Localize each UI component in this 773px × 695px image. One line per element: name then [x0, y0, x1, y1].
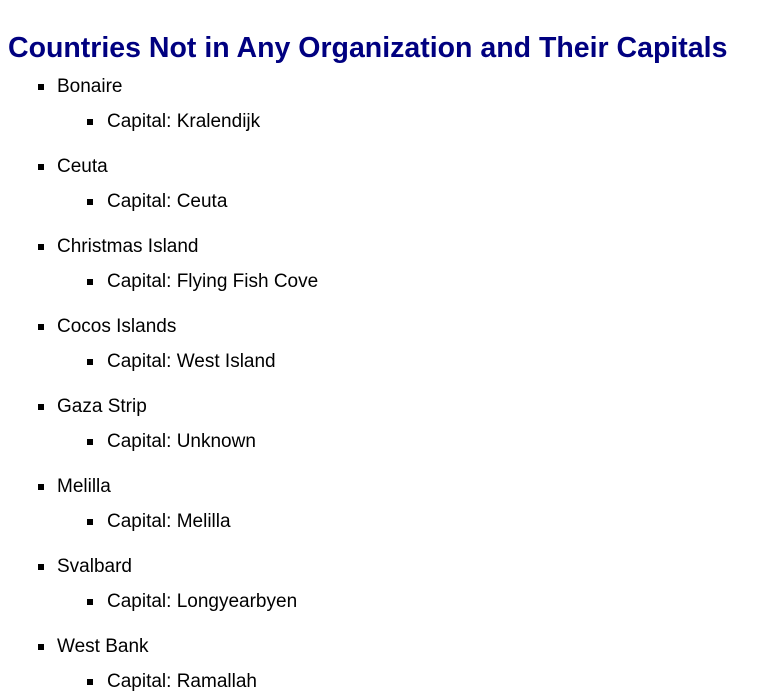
capital-item: Capital: Unknown — [57, 429, 765, 455]
square-bullet-icon — [38, 564, 44, 570]
capital-item: Capital: Flying Fish Cove — [57, 269, 765, 295]
country-name: Melilla — [57, 476, 111, 497]
capital-item: Capital: Melilla — [57, 509, 765, 535]
capital-name: Ceuta — [176, 191, 228, 212]
country-name: Bonaire — [57, 76, 123, 97]
capital-list: Capital: Kralendijk — [57, 109, 765, 135]
square-bullet-icon — [38, 644, 44, 650]
capital-name: Longyearbyen — [176, 591, 298, 612]
square-bullet-icon — [38, 244, 44, 250]
country-name: West Bank — [57, 636, 149, 657]
country-name: Cocos Islands — [57, 316, 177, 337]
capital-list: Capital: West Island — [57, 349, 765, 375]
country-name: Svalbard — [57, 556, 132, 577]
square-bullet-icon — [87, 519, 93, 525]
square-bullet-icon — [87, 199, 93, 205]
country-item: Gaza Strip Capital: Unknown — [8, 394, 765, 455]
capital-list: Capital: Unknown — [57, 429, 765, 455]
capital-prefix: Capital: — [107, 111, 177, 132]
capital-item: Capital: Kralendijk — [57, 109, 765, 135]
country-item: Melilla Capital: Melilla — [8, 474, 765, 535]
capital-name: Melilla — [176, 511, 231, 532]
square-bullet-icon — [38, 324, 44, 330]
capital-name: Kralendijk — [176, 111, 261, 132]
capital-item: Capital: Ceuta — [57, 189, 765, 215]
capital-list: Capital: Longyearbyen — [57, 589, 765, 615]
square-bullet-icon — [87, 119, 93, 125]
capital-list: Capital: Ceuta — [57, 189, 765, 215]
capital-prefix: Capital: — [107, 431, 177, 452]
square-bullet-icon — [87, 679, 93, 685]
capital-list: Capital: Flying Fish Cove — [57, 269, 765, 295]
capital-prefix: Capital: — [107, 351, 177, 372]
square-bullet-icon — [38, 164, 44, 170]
capital-item: Capital: West Island — [57, 349, 765, 375]
country-name: Christmas Island — [57, 236, 199, 257]
square-bullet-icon — [38, 404, 44, 410]
country-item: Bonaire Capital: Kralendijk — [8, 74, 765, 135]
capital-name: Ramallah — [176, 671, 257, 692]
square-bullet-icon — [87, 359, 93, 365]
capital-prefix: Capital: — [107, 511, 177, 532]
country-name: Gaza Strip — [57, 396, 147, 417]
capital-name: Flying Fish Cove — [176, 271, 319, 292]
capital-name: Unknown — [176, 431, 256, 452]
square-bullet-icon — [87, 599, 93, 605]
square-bullet-icon — [87, 279, 93, 285]
country-item: West Bank Capital: Ramallah — [8, 634, 765, 695]
square-bullet-icon — [38, 84, 44, 90]
country-name: Ceuta — [57, 156, 108, 177]
capital-item: Capital: Longyearbyen — [57, 589, 765, 615]
capital-prefix: Capital: — [107, 191, 177, 212]
country-item: Christmas Island Capital: Flying Fish Co… — [8, 234, 765, 295]
capital-name: West Island — [176, 351, 276, 372]
square-bullet-icon — [38, 484, 44, 490]
capital-prefix: Capital: — [107, 671, 177, 692]
country-list: Bonaire Capital: Kralendijk Ceuta Capita… — [8, 74, 765, 695]
country-item: Cocos Islands Capital: West Island — [8, 314, 765, 375]
capital-prefix: Capital: — [107, 271, 177, 292]
page-title: Countries Not in Any Organization and Th… — [8, 32, 728, 64]
country-item: Svalbard Capital: Longyearbyen — [8, 554, 765, 615]
capital-prefix: Capital: — [107, 591, 177, 612]
country-item: Ceuta Capital: Ceuta — [8, 154, 765, 215]
capital-list: Capital: Melilla — [57, 509, 765, 535]
square-bullet-icon — [87, 439, 93, 445]
capital-list: Capital: Ramallah — [57, 669, 765, 695]
capital-item: Capital: Ramallah — [57, 669, 765, 695]
